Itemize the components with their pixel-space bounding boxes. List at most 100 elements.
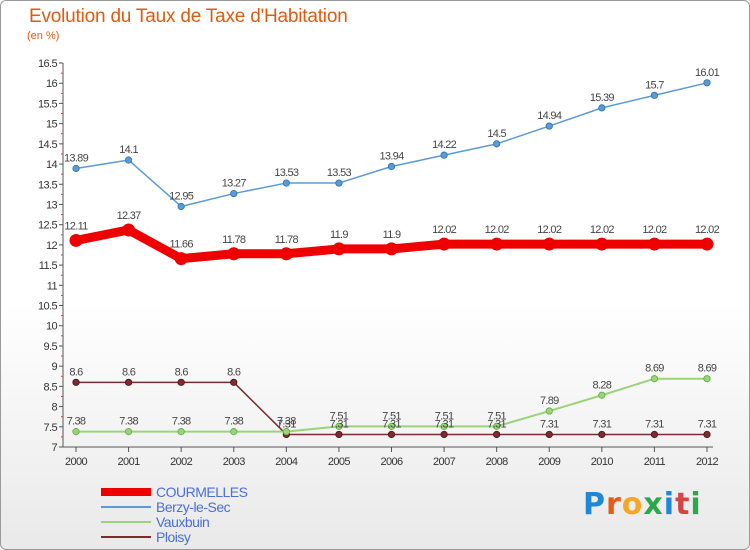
x-tick-label: 2010: [591, 456, 614, 468]
data-point: [387, 162, 396, 171]
data-point: [595, 237, 609, 251]
data-point: [387, 430, 396, 439]
data-point: [545, 430, 553, 439]
x-tick-label: 2008: [486, 456, 509, 468]
x-tick-label: 2007: [433, 456, 456, 468]
data-point: [174, 252, 188, 266]
data-point: [230, 378, 238, 386]
data-point: [387, 422, 396, 430]
data-label: 7.38: [67, 416, 86, 428]
data-point: [72, 428, 80, 436]
data-point: [493, 422, 501, 430]
data-label: 14.94: [537, 110, 562, 122]
x-tick-label: 2001: [118, 456, 141, 468]
data-point: [650, 91, 659, 99]
x-tick-label: 2011: [644, 456, 666, 468]
y-tick-label: 16: [46, 78, 58, 90]
data-label: 8.69: [698, 363, 717, 375]
logo-letter: P: [583, 487, 606, 522]
data-point: [177, 428, 185, 436]
data-point: [545, 122, 553, 130]
data-point: [650, 375, 659, 383]
data-label: 15.39: [590, 92, 615, 104]
data-label: 11.66: [170, 239, 194, 251]
y-tick-label: 7: [51, 442, 57, 454]
data-point: [69, 233, 83, 247]
chart-series-lines: [71, 82, 712, 436]
x-tick-label: 2002: [170, 456, 193, 468]
data-point: [700, 237, 714, 251]
logo-letter: o: [621, 487, 644, 522]
data-label: 12.02: [537, 224, 562, 236]
data-point: [72, 164, 80, 173]
y-tick-label: 10: [46, 321, 58, 333]
data-label: 11.9: [330, 229, 348, 241]
data-label: 13.94: [379, 150, 404, 162]
data-point: [598, 391, 606, 399]
x-tick-label: 2003: [223, 456, 246, 468]
chart-data-labels: 12.11 12.37 11.66 11.78 11.78 11.9 11.9 12.02 12…: [64, 67, 720, 431]
y-tick-label: 11.5: [39, 260, 58, 272]
data-label: 14.1: [119, 144, 138, 156]
y-tick-label: 16.5: [38, 58, 57, 70]
logo-letter: x: [643, 487, 664, 522]
data-label: 7.89: [540, 395, 559, 407]
y-tick-label: 13: [46, 199, 58, 211]
legend-label: Berzy-le-Sec: [156, 499, 231, 515]
data-point: [440, 422, 448, 430]
data-point: [545, 407, 553, 415]
data-point: [282, 428, 290, 436]
logo-letter: r: [606, 487, 622, 522]
data-label: 13.53: [274, 167, 299, 179]
data-point: [335, 430, 343, 439]
chart-data-points: [69, 79, 714, 439]
data-point: [177, 202, 185, 211]
chart-subtitle: (en %): [27, 30, 60, 42]
y-tick-label: 12.5: [38, 220, 57, 232]
y-tick-label: 14: [46, 159, 58, 171]
data-label: 12.11: [64, 220, 88, 232]
y-tick-label: 7.5: [44, 422, 58, 434]
y-tick-label: 8: [51, 402, 57, 414]
data-label: 13.89: [64, 152, 89, 164]
data-point: [282, 179, 290, 187]
data-label: 7.31: [277, 418, 296, 430]
y-tick-label: 15.5: [38, 98, 57, 110]
data-label: 7.38: [172, 416, 191, 428]
data-label: 7.51: [487, 410, 506, 422]
data-point: [230, 189, 238, 198]
data-label: 7.31: [645, 418, 664, 430]
logo-letter: t: [675, 487, 691, 522]
y-tick-label: 11: [47, 280, 58, 292]
x-tick-label: 2000: [65, 456, 88, 468]
x-tick-label: 2004: [275, 456, 298, 468]
data-label: 12.02: [590, 224, 615, 236]
data-label: 11.9: [383, 229, 401, 241]
y-tick-label: 10.5: [38, 301, 57, 313]
data-label: 7.38: [119, 416, 138, 428]
data-label: 13.53: [327, 167, 352, 179]
data-point: [493, 430, 501, 439]
data-label: 7.31: [330, 418, 349, 430]
data-label: 8.28: [593, 379, 612, 391]
data-label: 8.6: [227, 366, 241, 378]
x-tick-label: 2012: [696, 456, 719, 468]
data-point: [703, 430, 711, 439]
data-point: [335, 179, 343, 187]
data-point: [440, 430, 448, 439]
x-tick-label: 2006: [380, 456, 403, 468]
data-point: [124, 378, 133, 386]
data-point: [703, 375, 711, 383]
data-point: [542, 237, 556, 251]
y-tick-label: 13.5: [38, 179, 57, 191]
chart-title: Evolution du Taux de Taxe d'Habitation: [29, 6, 348, 27]
data-point: [227, 247, 241, 261]
data-point: [598, 104, 606, 112]
data-point: [230, 428, 238, 436]
data-label: 14.5: [487, 128, 506, 140]
data-label: 7.31: [487, 418, 506, 430]
data-label: 7.31: [593, 418, 612, 430]
data-point: [490, 237, 504, 251]
